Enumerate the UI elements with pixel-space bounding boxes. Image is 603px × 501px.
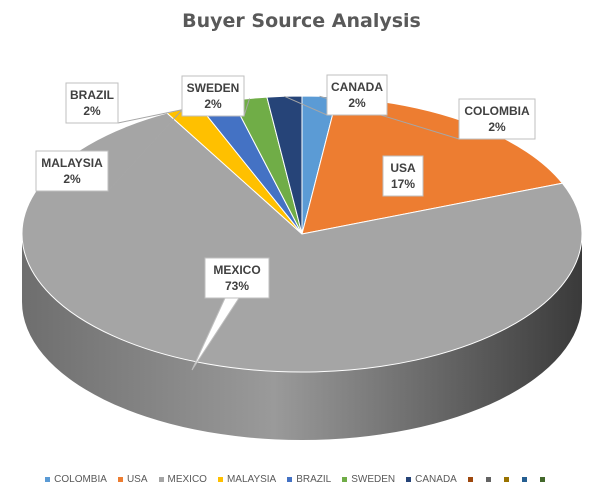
data-label-box-malaysia (35, 150, 109, 192)
legend-swatch-empty-5 (539, 477, 545, 482)
data-label-name-sweden: SWEDEN (187, 81, 240, 95)
legend-item-brazil: BRAZIL (287, 474, 331, 485)
legend-label-malaysia: MALAYSIA (226, 474, 277, 485)
legend-item-sweden: SWEDEN (342, 474, 395, 485)
legend-swatch-empty-2 (485, 477, 491, 482)
leader-line-malaysia (107, 108, 184, 192)
legend-swatch-canada (406, 477, 412, 482)
legend-swatch-sweden (342, 477, 348, 482)
data-label-name-usa: USA (390, 161, 416, 175)
legend-swatch-colombia (45, 477, 51, 482)
data-label-name-colombia: COLOMBIA (464, 104, 530, 118)
data-label-percent-mexico: 73% (225, 279, 249, 293)
data-label-name-brazil: BRAZIL (70, 88, 114, 102)
legend-swatch-usa (117, 477, 123, 482)
legend-swatch-malaysia (217, 477, 223, 482)
data-label-percent-canada: 2% (348, 96, 366, 110)
legend-swatch-brazil (287, 477, 293, 482)
legend-swatch-mexico (158, 477, 164, 482)
data-label-box-mexico (204, 257, 270, 299)
data-label-box-canada (326, 74, 388, 116)
legend-label-usa: USA (126, 474, 148, 485)
pie-labels: COLOMBIA 2% USA 17% MEXICO 73% MALAYSIA 2% BRAZI… (35, 74, 536, 371)
data-label-box-usa (382, 155, 424, 197)
legend-item-canada: CANADA (406, 474, 457, 485)
data-label-box-colombia (458, 98, 536, 140)
data-label-name-canada: CANADA (331, 80, 383, 94)
data-label-box-brazil (65, 82, 119, 124)
data-label-percent-sweden: 2% (204, 97, 222, 111)
legend-item-usa: USA (117, 474, 148, 485)
legend-label-colombia: COLOMBIA (54, 474, 107, 485)
legend-label-canada: CANADA (415, 474, 457, 485)
leader-line-sweden (243, 98, 251, 117)
data-label-percent-usa: 17% (391, 177, 415, 191)
data-label-name-malaysia: MALAYSIA (41, 156, 103, 170)
leader-line-canada (284, 95, 328, 116)
legend-swatch-empty-3 (503, 477, 509, 482)
legend-item-colombia: COLOMBIA (45, 474, 107, 485)
legend-item-malaysia: MALAYSIA (217, 474, 277, 485)
legend-label-sweden: SWEDEN (351, 474, 396, 485)
data-label-percent-brazil: 2% (83, 104, 101, 118)
pie-side-wall (22, 234, 582, 440)
legend-item-mexico: MEXICO (158, 474, 207, 485)
chart-legend: COLOMBIA USA MEXICO MALAYSIA BRAZIL SWEDEN CAN… (0, 474, 603, 485)
legend-label-mexico: MEXICO (167, 474, 207, 485)
legend-swatch-empty-4 (521, 477, 527, 482)
data-label-box-sweden (181, 75, 245, 117)
legend-swatch-empty-1 (467, 477, 473, 482)
data-label-percent-colombia: 2% (488, 120, 506, 134)
legend-label-brazil: BRAZIL (296, 474, 332, 485)
data-label-name-mexico: MEXICO (213, 263, 260, 277)
pie-side-wall-mexico (22, 234, 582, 440)
chart-title: Buyer Source Analysis (182, 10, 421, 32)
data-label-percent-malaysia: 2% (63, 172, 81, 186)
